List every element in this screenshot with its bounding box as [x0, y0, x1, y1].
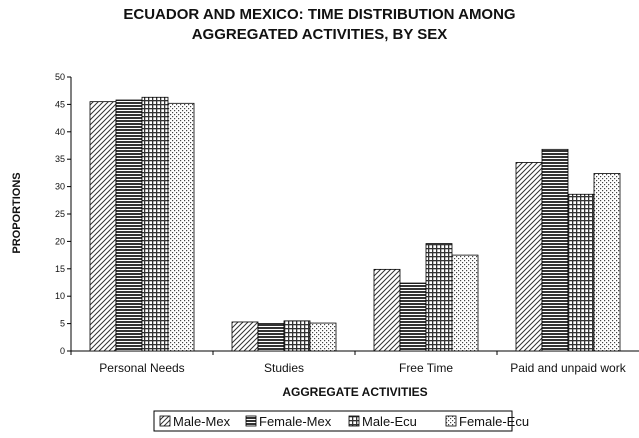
bar-male-mex	[231, 321, 259, 352]
legend-box	[153, 410, 513, 432]
legend-swatch-male-mex	[159, 415, 171, 427]
y-ticks: 0 5 10 15 20 25 30 35 40 45 50	[55, 72, 71, 356]
legend-label: Male-Ecu	[362, 414, 417, 429]
bar-male-mex	[515, 162, 543, 352]
x-tick-label: Personal Needs	[99, 361, 184, 375]
legend-swatch-female-mex	[245, 415, 257, 427]
y-tick-label: 50	[55, 72, 65, 82]
x-tick-label: Studies	[264, 361, 304, 375]
y-tick-label: 10	[55, 291, 65, 301]
x-tick-label: Paid and unpaid work	[510, 361, 626, 375]
chart-title-line-1: ECUADOR AND MEXICO: TIME DISTRIBUTION AM…	[123, 6, 516, 23]
x-tick-label: Free Time	[399, 361, 453, 375]
legend-label: Female-Ecu	[459, 414, 529, 429]
bar-female-ecu	[451, 254, 479, 352]
y-tick-label: 35	[55, 154, 65, 164]
y-tick-label: 30	[55, 182, 65, 192]
y-tick-label: 45	[55, 99, 65, 109]
legend: Male-Mex Female-Mex Male-Ecu Female-Ecu	[153, 410, 529, 432]
chart-title-line-2: AGGREGATED ACTIVITIES, BY SEX	[191, 26, 448, 43]
y-tick-label: 25	[55, 209, 65, 219]
bar-female-ecu	[167, 102, 195, 352]
legend-label: Male-Mex	[173, 414, 231, 429]
bar-female-ecu	[309, 322, 337, 352]
legend-swatch-female-ecu	[445, 415, 457, 427]
bar-female-mex	[257, 323, 285, 352]
y-axis-label: PROPORTIONS	[11, 172, 23, 253]
bars	[89, 96, 621, 352]
y-tick-label: 40	[55, 127, 65, 137]
bar-male-mex	[373, 268, 401, 352]
bar-male-ecu	[567, 193, 595, 352]
bar-female-mex	[115, 99, 143, 352]
bar-male-ecu	[283, 320, 311, 352]
bar-female-ecu	[593, 173, 621, 352]
bar-female-mex	[399, 282, 427, 352]
x-ticks: Personal Needs Studies Free Time Paid and u…	[70, 351, 627, 375]
y-tick-label: 5	[60, 319, 65, 329]
x-axis-label: AGGREGATE ACTIVITIES	[282, 385, 427, 399]
bar-female-mex	[541, 148, 569, 352]
y-tick-label: 20	[55, 236, 65, 246]
y-tick-label: 15	[55, 264, 65, 274]
bar-male-ecu	[141, 96, 169, 352]
bar-male-ecu	[425, 243, 453, 352]
legend-label: Female-Mex	[259, 414, 332, 429]
legend-swatch-male-ecu	[348, 415, 360, 427]
bar-male-mex	[89, 101, 117, 352]
y-tick-label: 0	[60, 346, 65, 356]
